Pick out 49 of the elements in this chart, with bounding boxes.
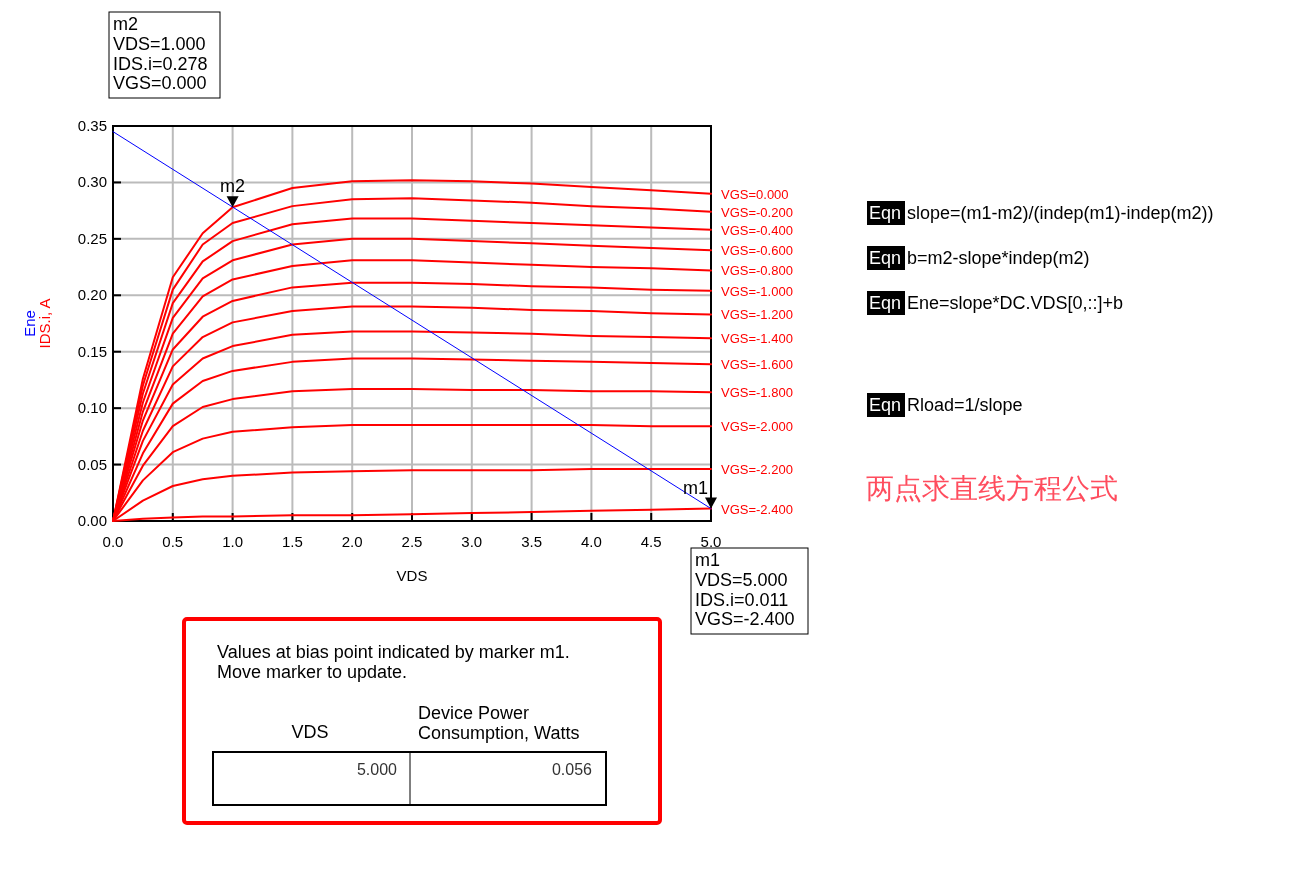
text: VDS bbox=[291, 722, 329, 742]
y-tick-label: 0.20 bbox=[77, 286, 107, 304]
x-axis-title: VDS bbox=[396, 567, 428, 584]
text: 0.056 bbox=[551, 761, 593, 778]
x-tick-label: 3.0 bbox=[461, 533, 483, 550]
series-label: VGS=-1.200 bbox=[721, 307, 793, 323]
x-tick-label: 2.0 bbox=[341, 533, 363, 550]
series-label: VGS=-0.800 bbox=[721, 263, 793, 279]
text: m1 VDS=5.000 IDS.i=0.011 VGS=-2.400 bbox=[695, 550, 795, 630]
x-tick-label: 5.0 bbox=[700, 533, 722, 550]
series-label: VGS=0.000 bbox=[721, 186, 789, 202]
series-label: VGS=-2.000 bbox=[721, 419, 793, 435]
annotation: m1 bbox=[682, 477, 708, 498]
text: Eqn Ene=slope*DC.VDS[0,::]+b bbox=[869, 293, 1124, 313]
y-tick-label: 0.15 bbox=[77, 342, 107, 360]
series-label: VGS=-1.600 bbox=[721, 357, 793, 373]
series-label: VGS=-0.600 bbox=[721, 243, 793, 259]
series-label: VGS=-1.800 bbox=[721, 385, 793, 401]
text: Eqn b=m2-slope*indep(m2) bbox=[869, 248, 1090, 268]
series-label: VGS=-2.200 bbox=[721, 462, 793, 478]
x-tick-label: 0.0 bbox=[102, 533, 124, 550]
series-label: VGS=-0.200 bbox=[721, 204, 793, 220]
text: Device Power Consumption, Watts bbox=[418, 703, 580, 743]
x-tick-label: 4.5 bbox=[640, 533, 662, 550]
series-label: VGS=-1.000 bbox=[721, 283, 793, 299]
x-tick-label: 1.5 bbox=[281, 533, 303, 550]
y-tick-label: 0.30 bbox=[77, 173, 107, 191]
text: 5.000 bbox=[356, 761, 398, 778]
text: 两点求直线方程公式 bbox=[866, 473, 1118, 504]
x-tick-label: 1.0 bbox=[222, 533, 244, 550]
text: m2 VDS=1.000 IDS.i=0.278 VGS=0.000 bbox=[113, 14, 208, 94]
y-tick-label: 0.05 bbox=[77, 455, 107, 473]
text: Ene bbox=[21, 310, 38, 337]
y-tick-label: 0.10 bbox=[77, 399, 107, 417]
x-tick-label: 2.5 bbox=[401, 533, 423, 550]
x-tick-label: 0.5 bbox=[162, 533, 184, 550]
text: Eqn Rload=1/slope bbox=[869, 395, 1023, 415]
series-label: VGS=-2.400 bbox=[721, 501, 793, 517]
y-tick-label: 0.25 bbox=[77, 229, 107, 247]
y-tick-label: 0.00 bbox=[77, 512, 107, 529]
y-tick-label: 0.35 bbox=[77, 117, 107, 134]
series-label: VGS=-1.400 bbox=[721, 331, 793, 347]
series-label: VGS=-0.400 bbox=[721, 222, 793, 238]
x-tick-label: 4.0 bbox=[580, 533, 602, 550]
annotation: m2 bbox=[220, 176, 246, 197]
y-axis-title: IDS.i, A bbox=[36, 298, 53, 349]
x-tick-label: 3.5 bbox=[521, 533, 543, 550]
text: Eqn slope=(m1-m2)/(indep(m1)-indep(m2)) bbox=[869, 203, 1214, 223]
text: Values at bias point indicated by marker m1. Move marker to update. bbox=[217, 642, 570, 682]
